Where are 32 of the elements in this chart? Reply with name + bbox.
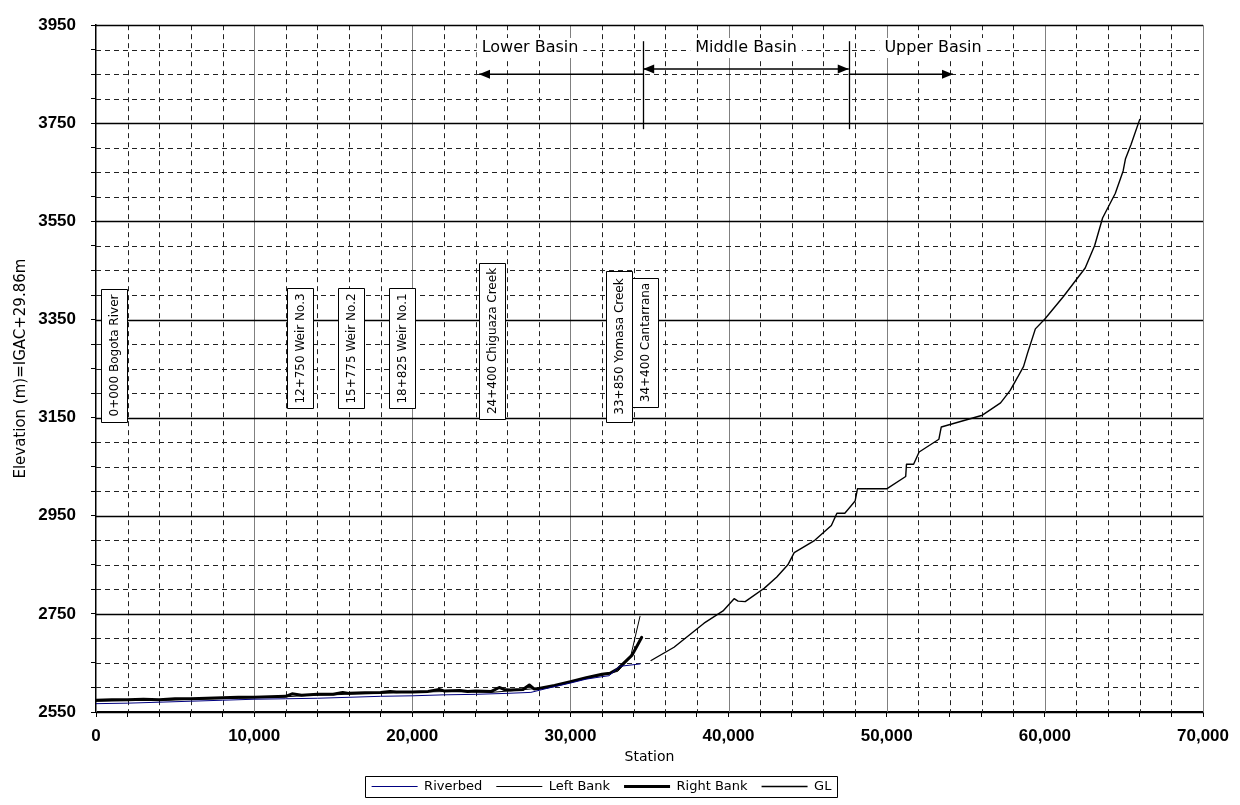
y-tick-label: 2550 [38,701,76,721]
y-tick-label: 3550 [38,211,76,231]
legend-label: GL [814,777,833,793]
x-axis-title: Station [624,748,675,765]
annotation: 33+850 Yomasa Creek [612,278,627,415]
x-tick-label: 0 [91,725,101,745]
y-axis-title: Elevation (m)=IGAC+29.86m [10,258,29,479]
x-tick-label: 40,000 [702,725,755,745]
annotation: 0+000 Bogota River [106,294,121,417]
annotation: 12+750 Weir No.3 [293,293,308,404]
annotation: Middle Basin [695,37,797,57]
x-tick-label: 10,000 [228,725,281,745]
annotation: 34+400 Cantarrana [637,282,652,403]
y-tick-label: 2950 [38,505,76,525]
annotation: 24+400 Chiguaza Creek [484,267,499,415]
y-tick-label: 3150 [38,407,76,427]
x-tick-label: 20,000 [386,725,439,745]
annotation: 15+775 Weir No.2 [344,293,359,404]
x-tick-label: 30,000 [544,725,597,745]
legend-label: Left Bank [548,777,611,793]
legend-label: Riverbed [424,777,483,793]
x-tick-label: 70,000 [1177,725,1229,745]
x-tick-label: 60,000 [1018,725,1071,745]
annotation: Lower Basin [481,37,579,57]
legend-label: Right Bank [676,777,749,793]
y-tick-label: 3750 [38,113,76,132]
annotation: 18+825 Weir No.1 [394,293,409,404]
x-tick-label: 50,000 [860,725,913,745]
y-tick-label: 3950 [38,14,76,34]
y-tick-label: 3350 [38,309,76,329]
annotation: Upper Basin [884,37,982,57]
y-tick-label: 2750 [38,603,76,623]
